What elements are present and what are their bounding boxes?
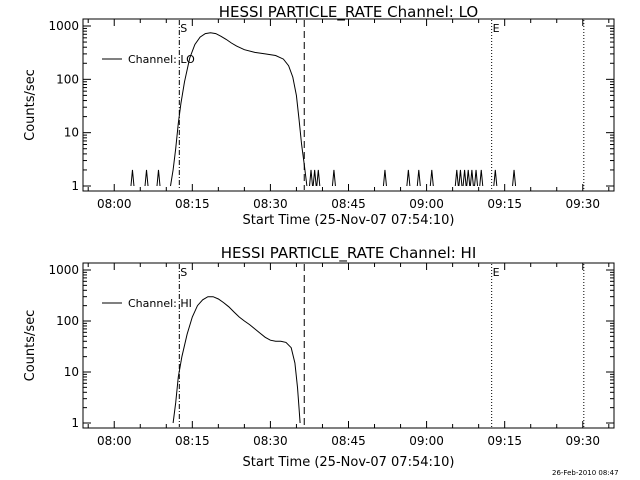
data-spike <box>493 169 498 187</box>
event-marker-label: S <box>180 266 187 279</box>
legend-label: Channel: HI <box>128 297 192 310</box>
legend-label: Channel: LO <box>128 53 195 66</box>
figure-footer: 26-Feb-2010 08:47 <box>552 469 619 477</box>
data-spike <box>144 169 149 187</box>
data-spike <box>312 169 317 187</box>
y-tick-label: 100 <box>56 314 79 328</box>
data-spike <box>406 169 411 187</box>
data-spike <box>469 169 474 187</box>
x-tick-label: 09:15 <box>487 434 522 448</box>
event-marker-label: S <box>180 22 187 35</box>
x-tick-label: 08:45 <box>331 197 366 211</box>
y-axis-label: Counts/sec <box>23 310 38 382</box>
y-tick-label: 10 <box>64 126 79 140</box>
plot-frame <box>82 262 615 429</box>
data-spike <box>462 169 467 187</box>
x-tick-label: 09:15 <box>487 197 522 211</box>
data-spike <box>309 169 314 187</box>
data-spike <box>316 169 321 187</box>
y-axis-label: Counts/sec <box>23 69 38 141</box>
data-spike <box>454 169 459 187</box>
data-spike <box>512 169 517 187</box>
x-tick-label: 09:30 <box>565 434 600 448</box>
y-tick-label: 1000 <box>48 19 79 33</box>
data-spike <box>466 169 471 187</box>
x-tick-label: 08:00 <box>97 434 132 448</box>
data-series-line <box>172 296 301 424</box>
chart-title: HESSI PARTICLE_RATE Channel: HI <box>221 244 477 263</box>
x-tick-label: 08:30 <box>253 434 288 448</box>
x-tick-label: 08:30 <box>253 197 288 211</box>
data-spike <box>331 169 336 187</box>
data-spike <box>429 169 434 187</box>
chart-title: HESSI PARTICLE_RATE Channel: LO <box>219 3 478 22</box>
x-axis-label: Start Time (25-Nov-07 07:54:10) <box>243 455 455 470</box>
plot-frame <box>82 18 615 192</box>
event-marker-label: E <box>493 22 500 35</box>
data-spike <box>416 169 421 187</box>
data-spike <box>479 169 484 187</box>
y-tick-label: 1000 <box>48 263 79 277</box>
x-tick-label: 08:15 <box>175 197 210 211</box>
x-tick-label: 08:45 <box>331 434 366 448</box>
data-spike <box>156 169 161 187</box>
data-spike <box>382 169 387 187</box>
x-axis-label: Start Time (25-Nov-07 07:54:10) <box>243 213 455 228</box>
x-tick-label: 08:00 <box>97 197 132 211</box>
x-tick-label: 08:15 <box>175 434 210 448</box>
data-spike <box>130 169 135 187</box>
y-tick-label: 1 <box>71 416 79 430</box>
x-tick-label: 09:30 <box>565 197 600 211</box>
y-tick-label: 100 <box>56 72 79 86</box>
x-tick-label: 09:00 <box>409 197 444 211</box>
data-spike <box>458 169 463 187</box>
y-tick-label: 1 <box>71 179 79 193</box>
y-tick-label: 10 <box>64 365 79 379</box>
data-series-line <box>170 32 308 187</box>
event-marker-label: E <box>493 266 500 279</box>
x-tick-label: 09:00 <box>409 434 444 448</box>
data-spike <box>474 169 479 187</box>
